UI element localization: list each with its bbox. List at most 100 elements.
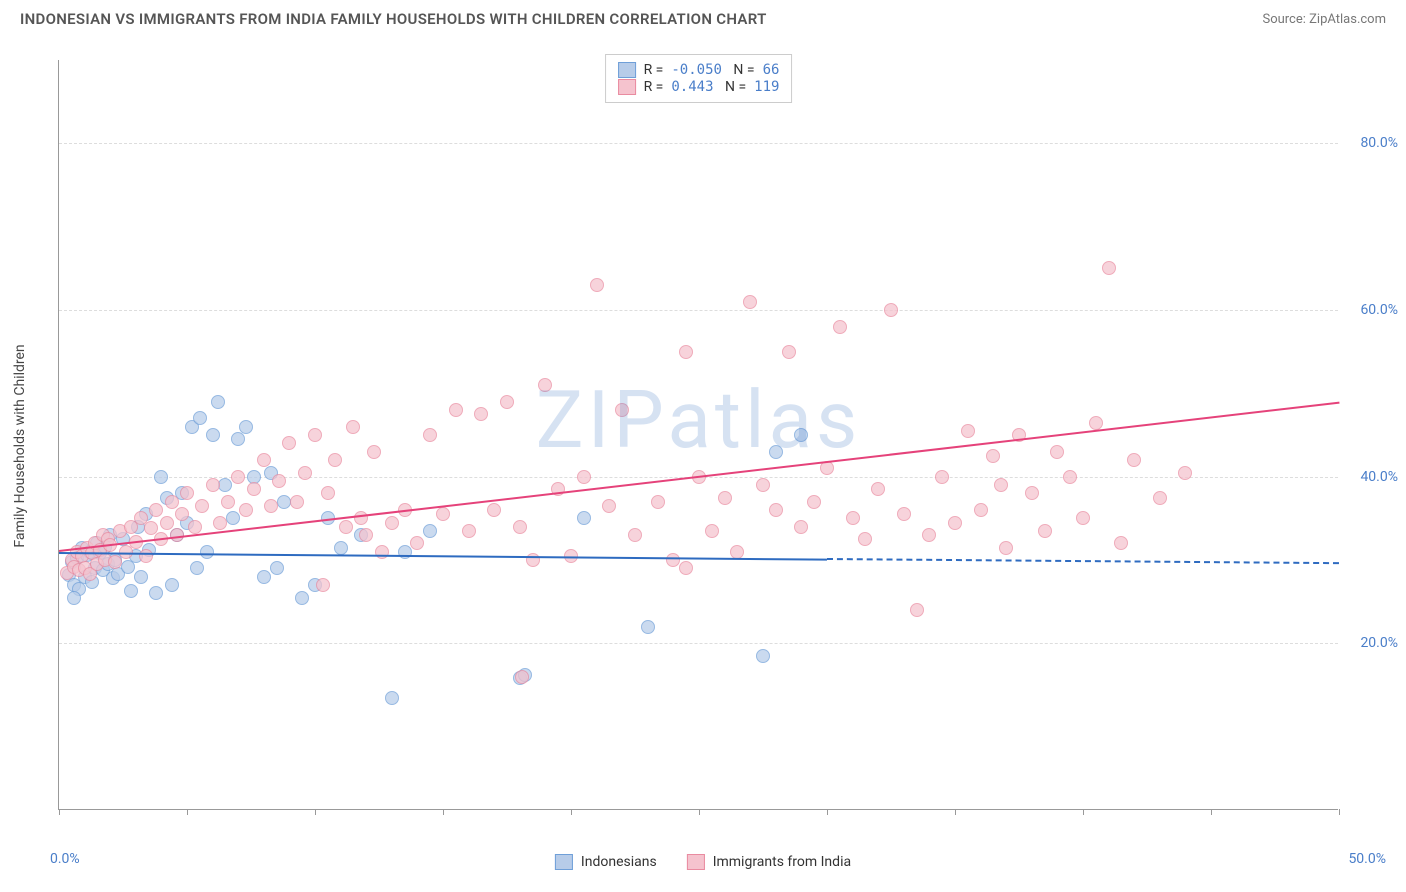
scatter-point (385, 516, 399, 530)
legend-swatch-indonesians (618, 62, 636, 78)
scatter-point (538, 378, 552, 392)
scatter-point (1025, 486, 1039, 500)
scatter-point (794, 520, 808, 534)
x-axis-min-label: 0.0% (50, 851, 80, 867)
scatter-point (165, 578, 179, 592)
scatter-point (756, 478, 770, 492)
legend-label: Immigrants from India (713, 854, 851, 870)
legend-r-label: R = (644, 62, 664, 78)
scatter-point (922, 528, 936, 542)
scatter-point (884, 303, 898, 317)
scatter-point (160, 516, 174, 530)
scatter-point (247, 482, 261, 496)
scatter-point (500, 395, 514, 409)
scatter-point (290, 495, 304, 509)
scatter-point (139, 549, 153, 563)
scatter-point (986, 449, 1000, 463)
scatter-point (359, 528, 373, 542)
grid-line (59, 143, 1338, 144)
x-tick-mark (955, 809, 956, 815)
scatter-point (1076, 511, 1090, 525)
x-tick-mark (1083, 809, 1084, 815)
scatter-point (718, 491, 732, 505)
scatter-point (897, 507, 911, 521)
y-tick-label: 40.0% (1343, 469, 1398, 485)
scatter-point (577, 470, 591, 484)
correlation-legend: R = -0.050 N = 66 R = 0.443 N = 119 (605, 54, 793, 103)
y-axis-label: Family Households with Children (12, 344, 28, 547)
legend-item: Immigrants from India (687, 854, 851, 870)
trend-line (59, 552, 827, 561)
scatter-point (423, 524, 437, 538)
scatter-point (769, 503, 783, 517)
legend-r-label: R = (644, 79, 664, 95)
scatter-point (190, 561, 204, 575)
scatter-point (577, 511, 591, 525)
trend-line (827, 558, 1339, 564)
scatter-point (218, 478, 232, 492)
scatter-point (1089, 416, 1103, 430)
scatter-point (270, 561, 284, 575)
scatter-point (1102, 261, 1116, 275)
scatter-point (334, 541, 348, 555)
x-tick-mark (187, 809, 188, 815)
scatter-point (846, 511, 860, 525)
scatter-point (910, 603, 924, 617)
scatter-point (367, 445, 381, 459)
x-axis-max-label: 50.0% (1348, 851, 1386, 867)
scatter-point (316, 578, 330, 592)
scatter-point (628, 528, 642, 542)
scatter-point (213, 516, 227, 530)
scatter-point (385, 691, 399, 705)
scatter-point (666, 553, 680, 567)
scatter-point (974, 503, 988, 517)
scatter-point (295, 591, 309, 605)
scatter-point (239, 503, 253, 517)
scatter-point (328, 453, 342, 467)
scatter-point (211, 395, 225, 409)
scatter-point (1038, 524, 1052, 538)
scatter-point (436, 507, 450, 521)
source-label: Source: ZipAtlas.com (1262, 12, 1386, 27)
scatter-point (239, 420, 253, 434)
legend-row: R = 0.443 N = 119 (618, 79, 780, 95)
scatter-point (462, 524, 476, 538)
x-tick-mark (443, 809, 444, 815)
scatter-point (743, 295, 757, 309)
scatter-point (410, 536, 424, 550)
legend-n-label: N = (730, 62, 755, 78)
legend-n-value: 66 (763, 62, 780, 78)
scatter-point (994, 478, 1008, 492)
scatter-point (858, 532, 872, 546)
legend-swatch-india (687, 854, 705, 870)
scatter-point (999, 541, 1013, 555)
scatter-point (615, 403, 629, 417)
scatter-point (935, 470, 949, 484)
scatter-point (756, 649, 770, 663)
grid-line (59, 310, 1338, 311)
x-tick-mark (59, 809, 60, 815)
scatter-point (769, 445, 783, 459)
scatter-point (948, 516, 962, 530)
scatter-point (590, 278, 604, 292)
scatter-point (807, 495, 821, 509)
scatter-point (474, 407, 488, 421)
scatter-point (226, 511, 240, 525)
scatter-point (149, 586, 163, 600)
scatter-point (264, 499, 278, 513)
scatter-point (206, 478, 220, 492)
scatter-point (1127, 453, 1141, 467)
x-tick-mark (315, 809, 316, 815)
scatter-point (195, 499, 209, 513)
scatter-point (871, 482, 885, 496)
scatter-point (730, 545, 744, 559)
scatter-point (67, 591, 81, 605)
legend-r-value: -0.050 (671, 62, 722, 78)
scatter-point (134, 570, 148, 584)
scatter-point (154, 470, 168, 484)
legend-item: Indonesians (555, 854, 657, 870)
scatter-point (641, 620, 655, 634)
scatter-point (515, 670, 529, 684)
legend-row: R = -0.050 N = 66 (618, 62, 780, 78)
watermark: ZIPatlas (536, 373, 862, 467)
